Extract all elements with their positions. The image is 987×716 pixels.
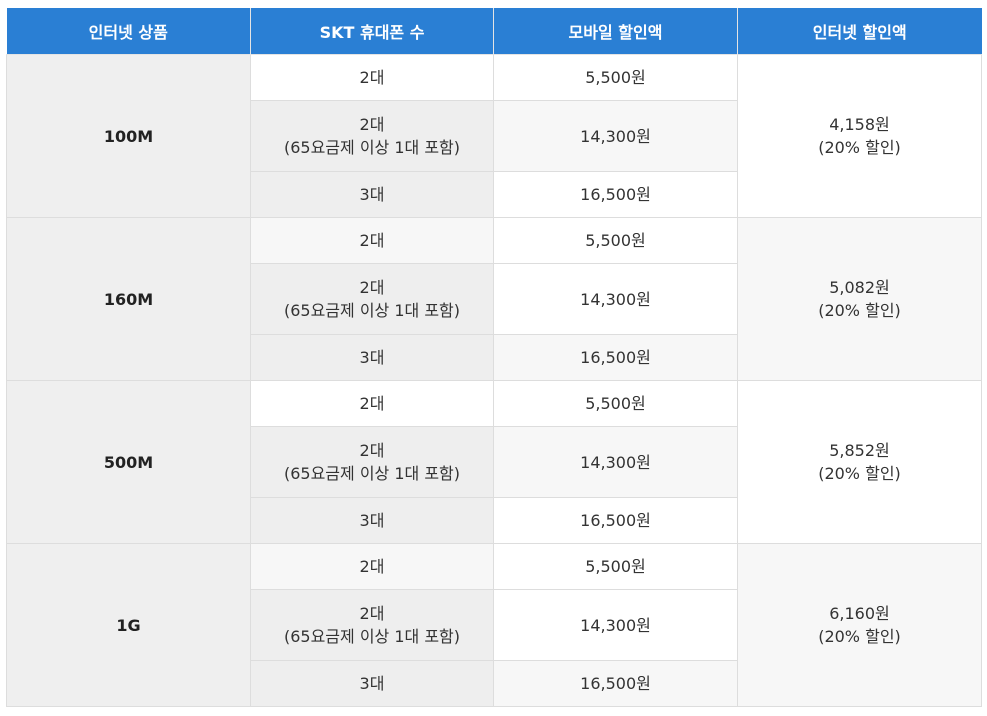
table-row: 160M 2대 5,500원 5,082원 (20% 할인): [6, 217, 982, 381]
phones-cell: 3대: [250, 660, 494, 707]
discount-table: 인터넷 상품 SKT 휴대폰 수 모바일 할인액 인터넷 할인액 100M 2대…: [6, 8, 982, 707]
phones-cell: 2대: [250, 54, 494, 101]
table-row: 3대 16,500원: [7, 660, 982, 707]
table-row: 3대 16,500원: [7, 497, 982, 544]
phones-cell: 2대: [250, 217, 494, 264]
mobile-discount-cell: 5,500원: [493, 543, 738, 590]
phones-count: 2대: [359, 394, 385, 413]
phones-count: 2대: [359, 557, 385, 576]
internet-discount-amount: 5,082원: [829, 278, 890, 297]
mobile-discount-cell: 14,300원: [493, 100, 738, 172]
table-row: 3대 16,500원: [7, 171, 982, 218]
phones-count: 3대: [359, 674, 385, 693]
phones-note: (65요금제 이상 1대 포함): [283, 627, 461, 646]
table-row: 2대 (65요금제 이상 1대 포함) 14,300원: [7, 100, 982, 172]
phones-cell: 2대: [250, 380, 494, 427]
table-row: 2대 (65요금제 이상 1대 포함) 14,300원: [7, 589, 982, 661]
phones-cell: 3대: [250, 497, 494, 544]
phones-count: 2대: [359, 68, 385, 87]
phones-count: 2대: [359, 231, 385, 250]
phones-cell: 2대 (65요금제 이상 1대 포함): [250, 589, 494, 661]
product-cell: 500M: [6, 380, 251, 544]
header-skt-phone-count: SKT 휴대폰 수: [250, 8, 494, 55]
phones-note: (65요금제 이상 1대 포함): [283, 138, 461, 157]
internet-discount-cell: 5,082원 (20% 할인): [737, 217, 982, 381]
internet-discount-amount: 5,852원: [829, 441, 890, 460]
mobile-discount-cell: 16,500원: [493, 497, 738, 544]
phones-count: 3대: [359, 511, 385, 530]
table-row: 500M 2대 5,500원 5,852원 (20% 할인): [6, 380, 982, 544]
mobile-discount-cell: 14,300원: [493, 589, 738, 661]
internet-discount-amount: 6,160원: [829, 604, 890, 623]
table-row: 2대 (65요금제 이상 1대 포함) 14,300원: [7, 426, 982, 498]
phones-count: 2대: [359, 278, 385, 297]
mobile-discount-cell: 16,500원: [493, 660, 738, 707]
header-mobile-discount: 모바일 할인액: [493, 8, 738, 55]
product-cell: 160M: [6, 217, 251, 381]
internet-discount-note: (20% 할인): [818, 301, 901, 320]
internet-discount-amount: 4,158원: [829, 115, 890, 134]
mobile-discount-cell: 16,500원: [493, 171, 738, 218]
mobile-discount-cell: 16,500원: [493, 334, 738, 381]
table-row: 2대 (65요금제 이상 1대 포함) 14,300원: [7, 263, 982, 335]
phones-count: 2대: [359, 115, 385, 134]
table-header-row: 인터넷 상품 SKT 휴대폰 수 모바일 할인액 인터넷 할인액: [6, 8, 982, 55]
mobile-discount-cell: 14,300원: [493, 426, 738, 498]
phones-count: 2대: [359, 604, 385, 623]
mobile-discount-cell: 14,300원: [493, 263, 738, 335]
internet-discount-note: (20% 할인): [818, 627, 901, 646]
header-internet-discount: 인터넷 할인액: [737, 8, 982, 55]
phones-note: (65요금제 이상 1대 포함): [283, 301, 461, 320]
internet-discount-note: (20% 할인): [818, 464, 901, 483]
product-cell: 100M: [6, 54, 251, 218]
mobile-discount-cell: 5,500원: [493, 54, 738, 101]
internet-discount-note: (20% 할인): [818, 138, 901, 157]
internet-discount-cell: 4,158원 (20% 할인): [737, 54, 982, 218]
phones-cell: 2대 (65요금제 이상 1대 포함): [250, 426, 494, 498]
table-row: 100M 2대 5,500원 4,158원 (20% 할인): [6, 54, 982, 218]
mobile-discount-cell: 5,500원: [493, 217, 738, 264]
phones-count: 3대: [359, 185, 385, 204]
internet-discount-cell: 5,852원 (20% 할인): [737, 380, 982, 544]
table-row: 1G 2대 5,500원 6,160원 (20% 할인): [6, 543, 982, 707]
phones-count: 2대: [359, 441, 385, 460]
phones-note: (65요금제 이상 1대 포함): [283, 464, 461, 483]
phones-cell: 2대 (65요금제 이상 1대 포함): [250, 263, 494, 335]
mobile-discount-cell: 5,500원: [493, 380, 738, 427]
phones-cell: 3대: [250, 334, 494, 381]
internet-discount-cell: 6,160원 (20% 할인): [737, 543, 982, 707]
phones-cell: 2대: [250, 543, 494, 590]
product-cell: 1G: [6, 543, 251, 707]
phones-count: 3대: [359, 348, 385, 367]
phones-cell: 2대 (65요금제 이상 1대 포함): [250, 100, 494, 172]
phones-cell: 3대: [250, 171, 494, 218]
header-internet-product: 인터넷 상품: [6, 8, 251, 55]
